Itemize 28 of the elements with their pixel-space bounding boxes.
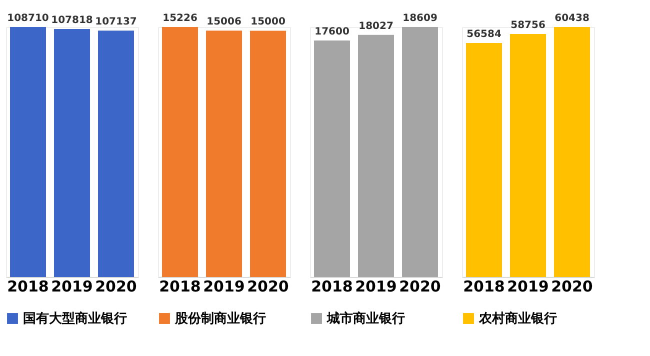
x-tick-label: 2019 [203,278,245,296]
data-label: 17600 [314,26,350,38]
x-tick-label: 2020 [551,278,593,296]
data-label: 56584 [466,28,502,40]
data-label: 15226 [162,13,198,24]
legend-label: 城市商业银行 [326,310,405,326]
x-tick-label: 2018 [159,278,201,296]
x-tick-label: 2018 [463,278,505,296]
x-tick-label: 2019 [355,278,397,296]
data-label: 18027 [358,20,394,32]
data-label: 15006 [206,16,242,28]
x-tick-label: 2020 [247,278,289,296]
legend-label: 股份制商业银行 [174,310,266,326]
legend-label: 国有大型商业银行 [23,310,127,326]
data-label: 18609 [402,13,438,24]
x-tick-label: 2020 [95,278,137,296]
x-tick-label: 2018 [311,278,353,296]
x-tick-label: 2020 [399,278,441,296]
x-tick-label: 2019 [507,278,549,296]
data-label: 60438 [554,13,590,24]
data-label: 108710 [7,13,49,24]
x-tick-label: 2019 [51,278,93,296]
data-label: 58756 [510,20,546,31]
data-label: 107818 [51,15,93,26]
legend-label: 农村商业银行 [478,310,557,326]
x-tick-label: 2018 [7,278,49,296]
data-label: 107137 [95,16,137,28]
data-label: 15000 [250,16,286,28]
